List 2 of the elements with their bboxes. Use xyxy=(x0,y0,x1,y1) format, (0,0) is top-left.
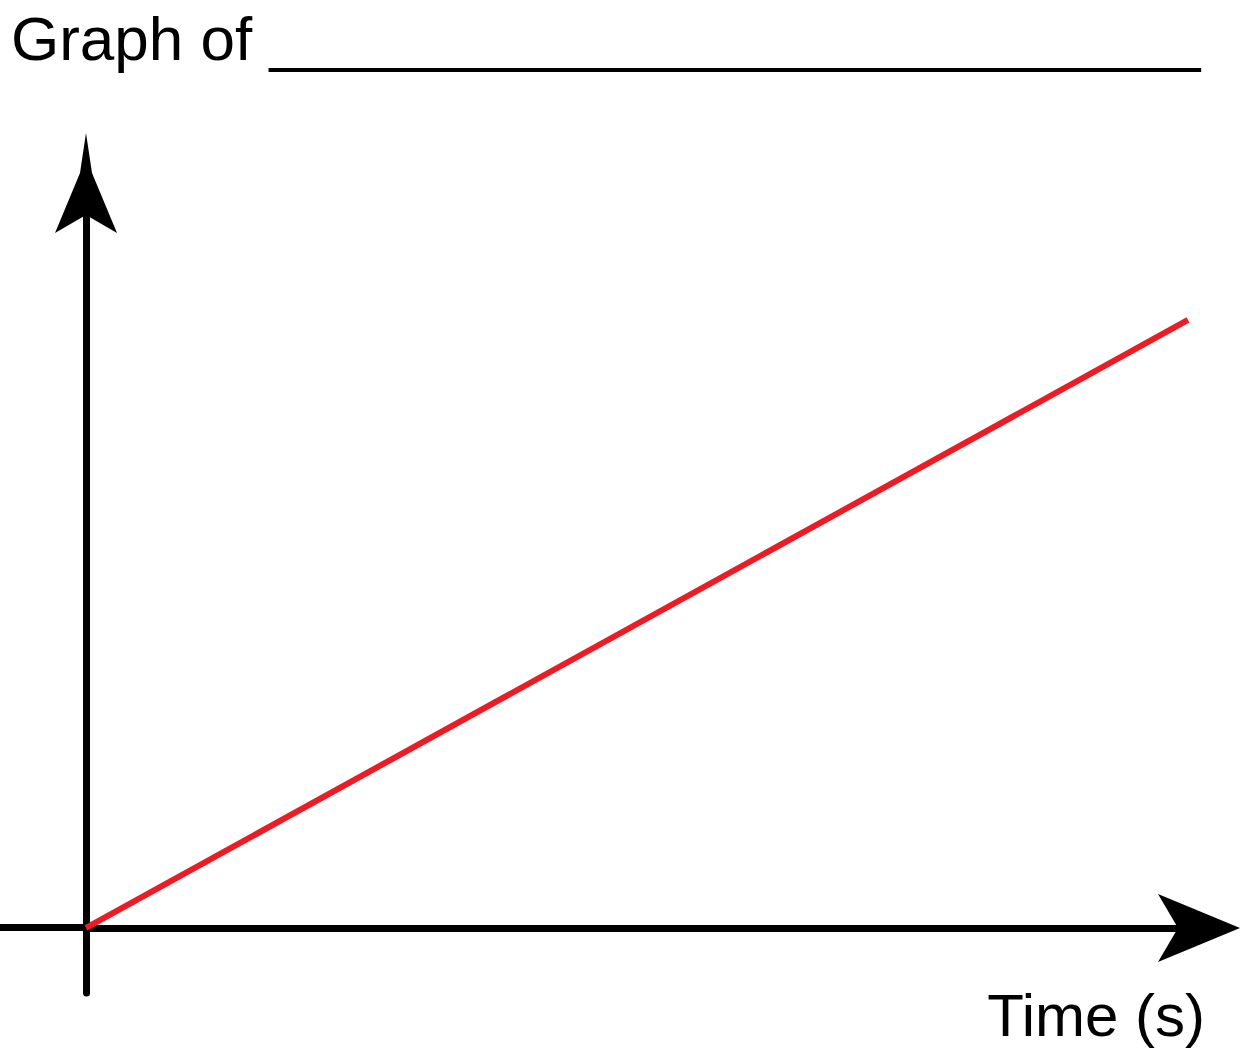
x-axis-title: Time (s) xyxy=(987,982,1205,1050)
chart-title: Graph of ___________________________ xyxy=(11,3,1202,73)
